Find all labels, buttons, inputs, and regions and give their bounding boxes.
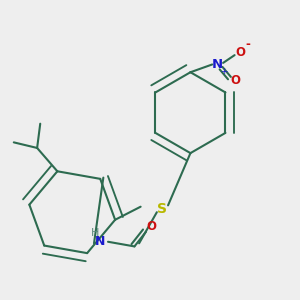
Text: O: O bbox=[147, 220, 157, 233]
Text: S: S bbox=[158, 202, 167, 216]
Text: +: + bbox=[220, 67, 227, 76]
Text: -: - bbox=[245, 38, 250, 51]
Text: O: O bbox=[235, 46, 245, 59]
Text: N: N bbox=[95, 235, 105, 248]
Text: O: O bbox=[230, 74, 241, 86]
Text: H: H bbox=[90, 228, 99, 238]
Text: N: N bbox=[211, 58, 222, 71]
